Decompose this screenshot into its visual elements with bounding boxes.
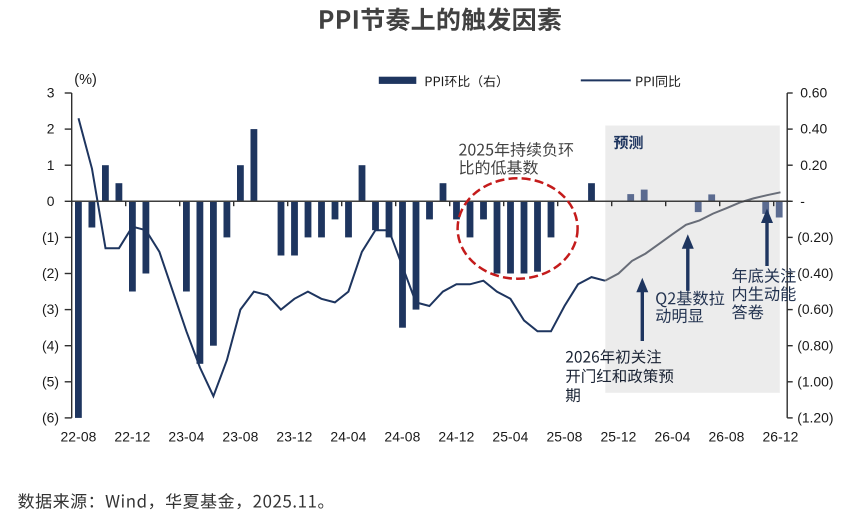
svg-text:(1): (1) <box>42 229 59 245</box>
svg-text:(0.40): (0.40) <box>797 265 833 281</box>
svg-text:(6): (6) <box>42 410 59 426</box>
svg-text:(0.60): (0.60) <box>797 301 833 317</box>
svg-text:(0.80): (0.80) <box>797 337 833 353</box>
svg-text:23-04: 23-04 <box>168 429 204 445</box>
svg-text:(1.20): (1.20) <box>797 410 833 426</box>
svg-text:26-12: 26-12 <box>762 429 798 445</box>
svg-text:23-12: 23-12 <box>276 429 312 445</box>
svg-text:-: - <box>800 193 805 209</box>
svg-text:(2): (2) <box>42 265 59 281</box>
svg-text:25-08: 25-08 <box>546 429 582 445</box>
svg-text:25-04: 25-04 <box>492 429 528 445</box>
svg-text:3: 3 <box>47 85 55 101</box>
svg-text:(1.00): (1.00) <box>797 373 833 389</box>
svg-text:(%): (%) <box>74 72 97 88</box>
svg-text:24-04: 24-04 <box>330 429 366 445</box>
svg-text:2: 2 <box>47 121 55 137</box>
svg-text:23-08: 23-08 <box>222 429 258 445</box>
svg-text:0.40: 0.40 <box>800 121 827 137</box>
svg-text:0.20: 0.20 <box>800 157 827 173</box>
svg-text:25-12: 25-12 <box>600 429 636 445</box>
svg-text:0: 0 <box>47 193 55 209</box>
svg-text:22-08: 22-08 <box>60 429 96 445</box>
svg-text:(5): (5) <box>42 373 59 389</box>
svg-text:26-04: 26-04 <box>654 429 690 445</box>
svg-text:26-08: 26-08 <box>708 429 744 445</box>
svg-text:24-08: 24-08 <box>384 429 420 445</box>
svg-text:0.60: 0.60 <box>800 85 827 101</box>
svg-text:(4): (4) <box>42 337 59 353</box>
svg-text:22-12: 22-12 <box>114 429 150 445</box>
svg-text:24-12: 24-12 <box>438 429 474 445</box>
svg-text:(3): (3) <box>42 301 59 317</box>
svg-text:1: 1 <box>47 157 55 173</box>
svg-text:(0.20): (0.20) <box>797 229 833 245</box>
